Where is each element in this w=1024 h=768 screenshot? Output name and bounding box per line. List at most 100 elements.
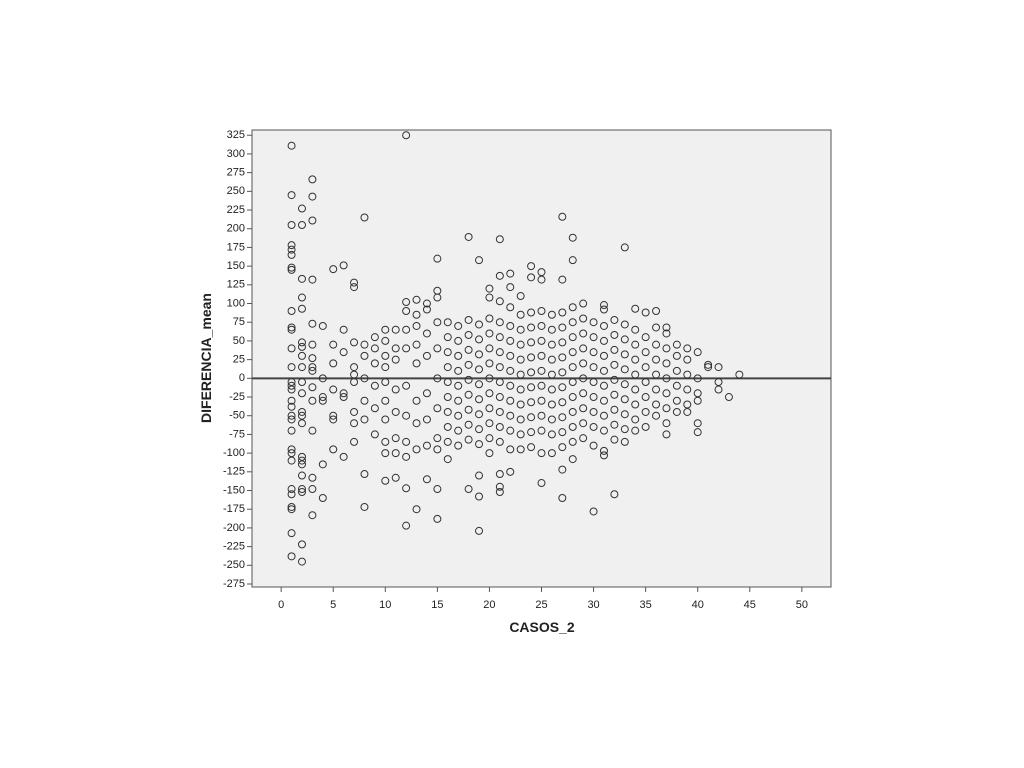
point	[599, 351, 608, 360]
point	[558, 212, 567, 221]
point	[662, 329, 671, 338]
point	[537, 307, 546, 316]
point	[693, 428, 702, 437]
point	[433, 344, 442, 353]
point	[422, 415, 431, 424]
point	[297, 456, 306, 465]
point	[683, 355, 692, 364]
point	[464, 375, 473, 384]
point	[683, 407, 692, 416]
point	[620, 320, 629, 329]
point	[391, 473, 400, 482]
point	[433, 254, 442, 263]
point	[454, 411, 463, 420]
point	[620, 243, 629, 252]
point	[381, 437, 390, 446]
point	[485, 314, 494, 323]
point	[495, 348, 504, 357]
point	[443, 455, 452, 464]
point	[381, 378, 390, 387]
point	[568, 407, 577, 416]
point	[547, 370, 556, 379]
point	[620, 350, 629, 359]
point	[568, 363, 577, 372]
point	[287, 415, 296, 424]
point	[547, 400, 556, 409]
point	[318, 321, 327, 330]
point	[443, 393, 452, 402]
point	[537, 366, 546, 375]
point	[318, 396, 327, 405]
point	[329, 340, 338, 349]
point	[610, 330, 619, 339]
point	[547, 355, 556, 364]
point	[464, 330, 473, 339]
point	[475, 425, 484, 434]
point	[589, 318, 598, 327]
y-tick-label: -75	[229, 428, 245, 440]
y-tick-label: -150	[223, 484, 245, 496]
point	[485, 434, 494, 443]
y-tick-label: 250	[227, 185, 245, 197]
point	[652, 323, 661, 332]
point	[485, 449, 494, 458]
point	[547, 449, 556, 458]
point	[652, 355, 661, 364]
point	[433, 445, 442, 454]
point	[641, 422, 650, 431]
point	[558, 353, 567, 362]
point	[339, 452, 348, 461]
point	[381, 415, 390, 424]
point	[506, 396, 515, 405]
y-tick-label: 225	[227, 204, 245, 216]
point	[297, 204, 306, 213]
point	[672, 381, 681, 390]
point	[579, 374, 588, 383]
y-tick-label: 200	[227, 223, 245, 235]
point	[412, 419, 421, 428]
point	[485, 284, 494, 293]
point	[381, 449, 390, 458]
point	[381, 336, 390, 345]
point	[662, 323, 671, 332]
point	[391, 325, 400, 334]
point	[547, 430, 556, 439]
point	[297, 293, 306, 302]
point	[287, 445, 296, 454]
point	[495, 378, 504, 387]
point	[516, 292, 525, 301]
point	[402, 484, 411, 493]
point	[516, 340, 525, 349]
point	[360, 470, 369, 479]
point	[568, 422, 577, 431]
point	[360, 396, 369, 405]
point	[412, 295, 421, 304]
point	[297, 304, 306, 313]
point	[308, 175, 317, 184]
point	[537, 396, 546, 405]
y-tick-label: 125	[227, 279, 245, 291]
point	[516, 430, 525, 439]
point	[287, 141, 296, 150]
point	[579, 314, 588, 323]
point	[360, 415, 369, 424]
point	[287, 490, 296, 499]
point	[506, 426, 515, 435]
point	[464, 435, 473, 444]
point	[412, 359, 421, 368]
point	[485, 344, 494, 353]
point	[631, 426, 640, 435]
point	[537, 411, 546, 420]
x-tick-label: 25	[535, 599, 547, 611]
point	[308, 363, 317, 372]
point	[683, 344, 692, 353]
point	[506, 269, 515, 278]
point	[287, 344, 296, 353]
x-tick-label: 50	[796, 599, 808, 611]
point	[704, 360, 713, 369]
y-tick-label: -100	[223, 447, 245, 459]
point	[672, 366, 681, 375]
point	[672, 396, 681, 405]
point	[297, 460, 306, 469]
point	[495, 393, 504, 402]
